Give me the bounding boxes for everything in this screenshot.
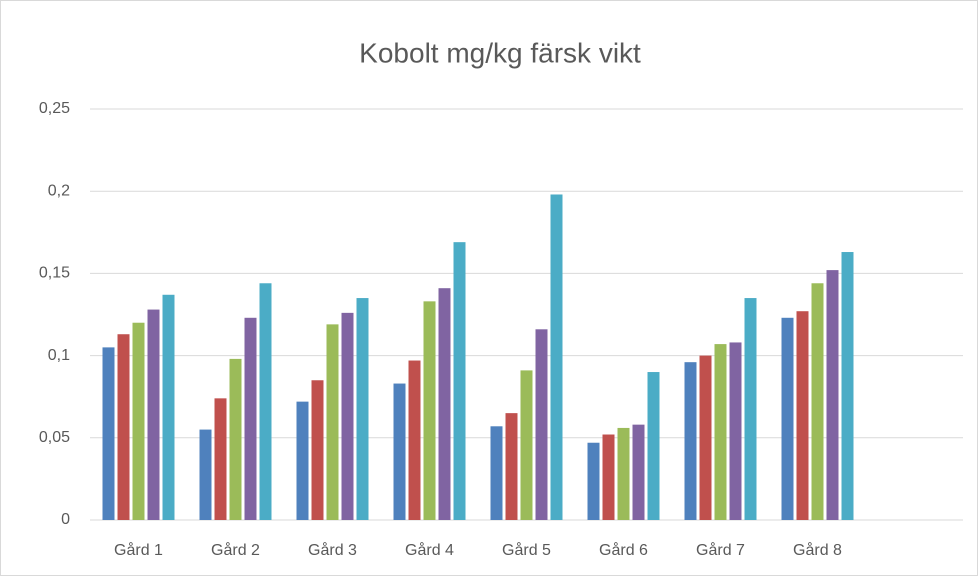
bar: [408, 360, 421, 520]
bar: [162, 294, 175, 520]
bar: [490, 426, 503, 520]
x-tick-label: Gård 6: [599, 541, 648, 559]
bar: [117, 334, 130, 520]
bar: [781, 317, 794, 520]
bar: [535, 329, 548, 520]
bar: [393, 383, 406, 520]
bar: [826, 270, 839, 520]
bar: [714, 344, 727, 520]
bar: [229, 358, 242, 520]
bar: [438, 288, 451, 520]
x-tick-label: Gård 4: [405, 541, 454, 559]
x-tick-label: Gård 2: [211, 541, 260, 559]
x-tick-label: Gård 8: [793, 541, 842, 559]
y-tick-label: 0,25: [39, 100, 70, 117]
bar: [147, 309, 160, 520]
bar: [684, 362, 697, 520]
chart-title: Kobolt mg/kg färsk vikt: [359, 37, 641, 68]
bar: [632, 424, 645, 520]
bar: [102, 347, 115, 520]
x-tick-label: Gård 7: [696, 541, 745, 559]
y-tick-label: 0,15: [39, 265, 70, 282]
bar: [423, 301, 436, 520]
bar: [520, 370, 533, 520]
bar: [341, 312, 354, 520]
bar: [259, 283, 272, 520]
bar: [453, 242, 466, 520]
bar: [587, 442, 600, 520]
x-tick-label: Gård 3: [308, 541, 357, 559]
bar: [550, 194, 563, 520]
bar: [796, 311, 809, 520]
bar: [311, 380, 324, 520]
bar: [356, 298, 369, 520]
bar: [602, 434, 615, 520]
bar: [699, 355, 712, 520]
bar: [505, 413, 518, 520]
y-tick-label: 0,1: [48, 347, 70, 364]
bar: [214, 398, 227, 520]
y-tick-label: 0,2: [48, 182, 70, 199]
x-tick-label: Gård 5: [502, 541, 551, 559]
bar: [132, 322, 145, 520]
bar: [841, 252, 854, 520]
y-tick-label: 0: [61, 511, 70, 528]
bar: [729, 342, 742, 520]
bar: [617, 427, 630, 520]
bar: [199, 429, 212, 520]
bar: [744, 298, 757, 520]
bar: [326, 324, 339, 520]
bar: [296, 401, 309, 520]
y-tick-label: 0,05: [39, 429, 70, 446]
bar: [244, 317, 257, 520]
bar: [647, 372, 660, 520]
bar: [811, 283, 824, 520]
x-tick-label: Gård 1: [114, 541, 163, 559]
